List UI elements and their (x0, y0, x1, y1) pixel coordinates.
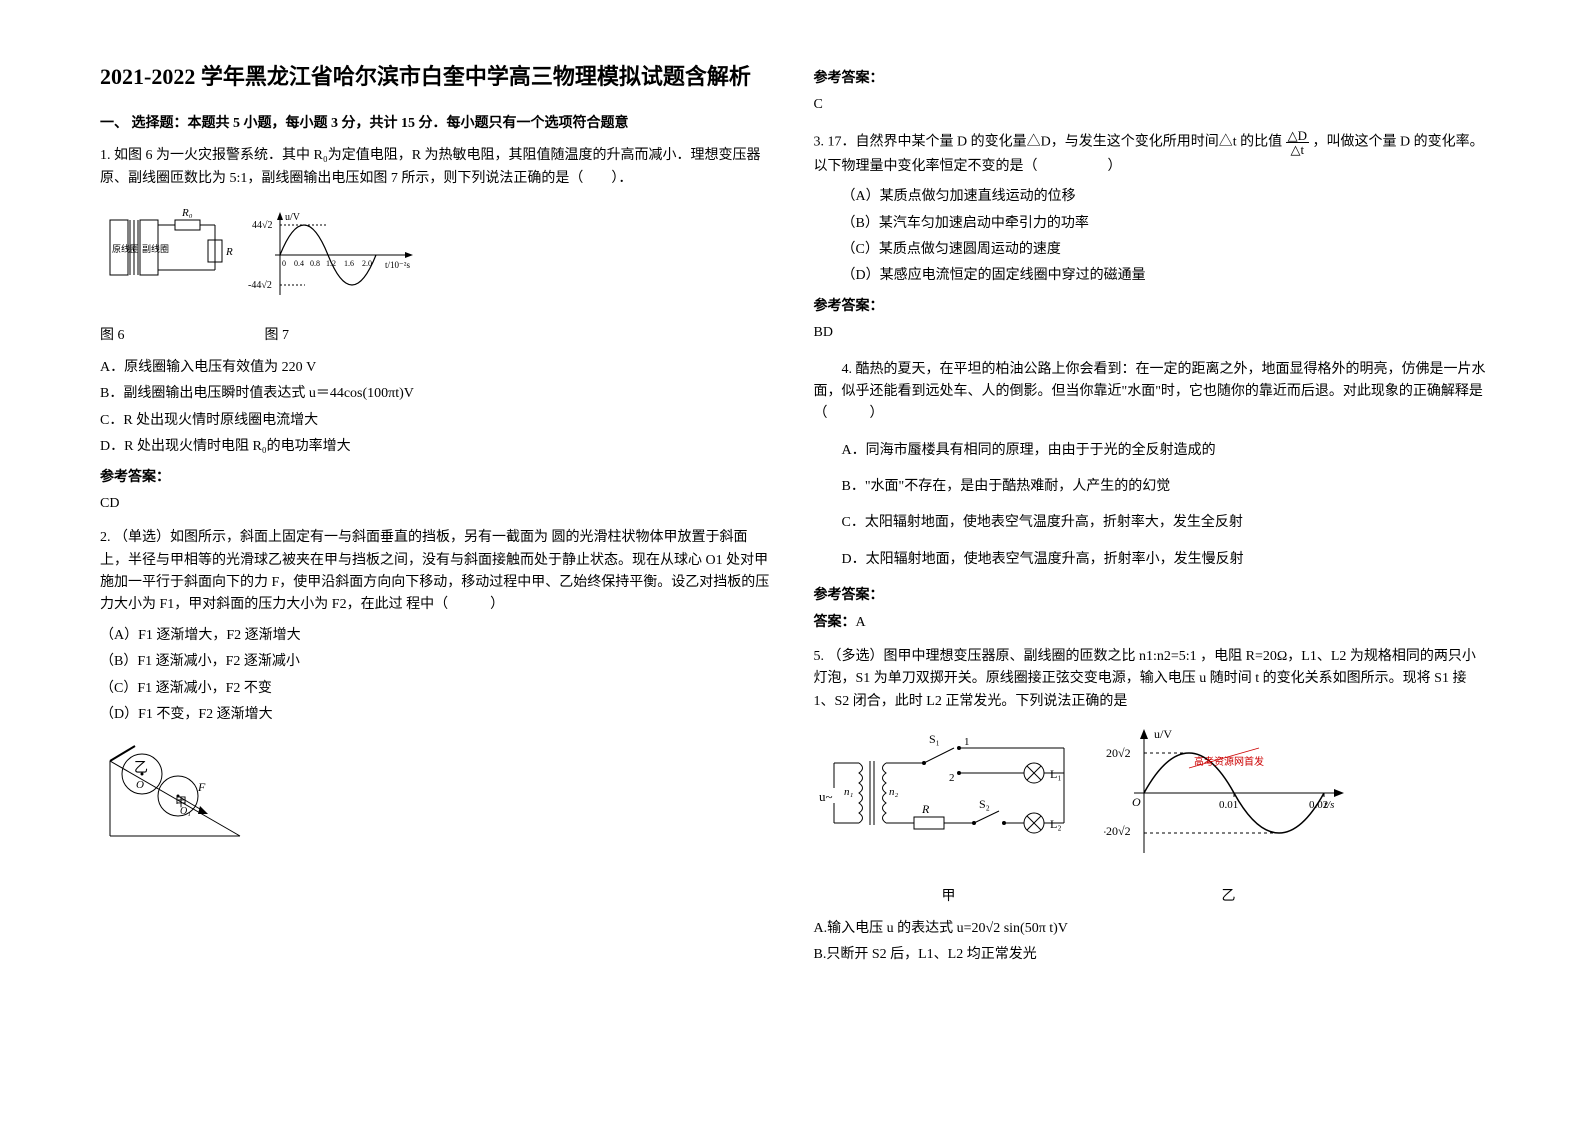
q3-frac-den: △t (1289, 143, 1307, 156)
q1-figures: 原线圈 副线圈 R₀ R (100, 200, 774, 347)
q1-opt-a: A．原线圈输入电压有效值为 220 V (100, 357, 774, 379)
q5-panel-right: 乙 (1104, 886, 1354, 908)
q4-answer-prefix: 答案： (814, 615, 856, 630)
q3-answer-label: 参考答案： (814, 296, 1488, 318)
fig7-tick-1: 0.4 (294, 259, 304, 268)
section-header: 一、 选择题：本题共 5 小题，每小题 3 分，共计 15 分．每小题只有一个选… (100, 113, 774, 135)
fig7-label: 图 7 (265, 325, 290, 347)
q2-text: 2. （单选）如图所示，斜面上固定有一与斜面垂直的挡板，另有一截面为 圆的光滑柱… (100, 527, 774, 617)
fig6-label: 图 6 (100, 325, 125, 347)
q5-origin: O (1132, 795, 1141, 809)
q5-panel-left: 甲 (814, 886, 1084, 908)
q4-answer-val: A (856, 615, 866, 630)
q5-figures: u~ n₁ n₂ (814, 723, 1488, 908)
q1-fig-labels: 图 6 图 7 (100, 325, 774, 347)
exam-title: 2021-2022 学年黑龙江省哈尔滨市白奎中学高三物理模拟试题含解析 (100, 60, 774, 93)
q4-answer: 答案：A (814, 612, 1488, 634)
q1-answer: CD (100, 493, 774, 515)
q1-text: 1. 如图 6 为一火灾报警系统．其中 R₀为定值电阻，R 为热敏电阻，其阻值随… (100, 145, 774, 190)
q5-circuit-panel: u~ n₁ n₂ (814, 723, 1084, 908)
fig7-ytop: 44√2 (252, 220, 273, 231)
q3-opt-d: （D）某感应电流恒定的固定线圈中穿过的磁通量 (814, 265, 1488, 287)
l2-label: L₂ (1050, 817, 1062, 831)
q5-graph-panel: u/V t/s 20√2 -20√2 O 0.01 0.02 (1104, 723, 1354, 908)
q1-opt-d: D．R 处出现火情时电阻 R₀的电功率增大 (100, 436, 774, 458)
s1-pos2-label: 2 (949, 772, 955, 784)
question-5: 5. （多选）图甲中理想变压器原、副线圈的匝数之比 n1:n2=5:1 ，电阻 … (814, 646, 1488, 967)
q2-answer-label: 参考答案： (814, 68, 1488, 90)
question-1: 1. 如图 6 为一火灾报警系统．其中 R₀为定值电阻，R 为热敏电阻，其阻值随… (100, 145, 774, 515)
question-3: 3. 17．自然界中某个量 D 的变化量△D，与发生这个变化所用时间△t 的比值… (814, 129, 1488, 345)
q5-graph-svg: u/V t/s 20√2 -20√2 O 0.01 0.02 (1104, 723, 1354, 873)
fig7-yaxis: u/V (285, 212, 301, 223)
page-container: 2021-2022 学年黑龙江省哈尔滨市白奎中学高三物理模拟试题含解析 一、 选… (0, 60, 1587, 979)
q3-opt-b: （B）某汽车匀加速启动中牵引力的功率 (814, 213, 1488, 235)
q2-opt-b: （B）F1 逐渐减小，F2 逐渐减小 (100, 651, 774, 673)
q3-fraction: △D △t (1286, 129, 1309, 156)
q2-opt-c: （C）F1 逐渐减小，F2 不变 (100, 678, 774, 700)
r0-label: R₀ (181, 207, 193, 219)
fig7-ybot: -44√2 (248, 280, 272, 291)
q3-opt-a: （A）某质点做匀加速直线运动的位移 (814, 186, 1488, 208)
q2-o-label: O (136, 779, 144, 791)
q5-r-label: R (921, 802, 930, 816)
left-column: 2021-2022 学年黑龙江省哈尔滨市白奎中学高三物理模拟试题含解析 一、 选… (100, 60, 774, 979)
q4-text: 4. 酷热的夏天，在平坦的柏油公路上你会看到：在一定的距离之外，地面显得格外的明… (814, 359, 1488, 426)
q2-f-label: F (197, 780, 206, 794)
q4-opt-d: D．太阳辐射地面，使地表空气温度升高，折射率小，发生慢反射 (814, 549, 1488, 571)
q5-circuit-svg: u~ n₁ n₂ (814, 723, 1084, 873)
n2-label: n₂ (889, 786, 899, 798)
right-column: 参考答案： C 3. 17．自然界中某个量 D 的变化量△D，与发生这个变化所用… (814, 60, 1488, 979)
question-4: 4. 酷热的夏天，在平坦的柏油公路上你会看到：在一定的距离之外，地面显得格外的明… (814, 359, 1488, 635)
q5-xtick-1: 0.01 (1219, 799, 1238, 811)
q4-answer-label: 参考答案： (814, 585, 1488, 607)
s1-label: S₁ (929, 732, 940, 746)
q1-answer-label: 参考答案： (100, 467, 774, 489)
fig7-tick-2: 0.8 (310, 259, 320, 268)
s2-label: S₂ (979, 797, 990, 811)
ac-source-label: u~ (819, 789, 833, 804)
s1-pos1-label: 1 (964, 736, 970, 748)
q2-incline-svg: 乙 O 甲 O₁ F (100, 736, 250, 846)
q3-text: 3. 17．自然界中某个量 D 的变化量△D，与发生这个变化所用时间△t 的比值… (814, 129, 1488, 178)
r-label: R (225, 246, 233, 258)
q4-opt-c: C．太阳辐射地面，使地表空气温度升高，折射率大，发生全反射 (814, 512, 1488, 534)
q2-figure: 乙 O 甲 O₁ F (100, 736, 774, 854)
q2-opt-d: （D）F1 不变，F2 逐渐增大 (100, 704, 774, 726)
q5-opt-a: A.输入电压 u 的表达式 u=20√2 sin(50π t)V (814, 918, 1488, 940)
q5-ybot: -20√2 (1104, 824, 1131, 838)
fig7-tick-5: 2.0 (362, 259, 372, 268)
q1-opt-b: B．副线圈输出电压瞬时值表达式 u＝44cos(100πt)V (100, 383, 774, 405)
q5-yaxis: u/V (1154, 727, 1172, 741)
q2-o1-label: O₁ (180, 806, 191, 817)
q5-text: 5. （多选）图甲中理想变压器原、副线圈的匝数之比 n1:n2=5:1 ，电阻 … (814, 646, 1488, 713)
l1-label: L₁ (1050, 767, 1062, 781)
q3-intro1: 3. 17．自然界中某个量 D 的变化量△D，与发生这个变化所用时间△t 的比值 (814, 135, 1286, 150)
q2-opt-a: （A）F1 逐渐增大，F2 逐渐增大 (100, 625, 774, 647)
fig7-tick-4: 1.6 (344, 259, 354, 268)
q3-frac-num: △D (1286, 129, 1309, 143)
question-2: 2. （单选）如图所示，斜面上固定有一与斜面垂直的挡板，另有一截面为 圆的光滑柱… (100, 527, 774, 855)
q3-answer: BD (814, 322, 1488, 344)
q4-opt-b: B．"水面"不存在，是由于酷热难耐，人产生的的幻觉 (814, 476, 1488, 498)
transformer-secondary-label: 副线圈 (142, 243, 169, 254)
q5-ytop: 20√2 (1106, 746, 1131, 760)
q1-circuit-svg: 原线圈 副线圈 R₀ R (100, 200, 420, 310)
fig7-tick-3: 1.2 (326, 259, 336, 268)
n1-label: n₁ (844, 786, 854, 798)
q3-opt-c: （C）某质点做匀速圆周运动的速度 (814, 239, 1488, 261)
q2-answer: C (814, 94, 1488, 116)
transformer-primary-label: 原线圈 (112, 243, 139, 254)
q4-opt-a: A．同海市蜃楼具有相同的原理，由由于于光的全反射造成的 (814, 440, 1488, 462)
q5-opt-b: B.只断开 S2 后，L1、L2 均正常发光 (814, 944, 1488, 966)
q1-opt-c: C．R 处出现火情时原线圈电流增大 (100, 410, 774, 432)
fig7-tick-0: 0 (282, 259, 286, 268)
fig7-xaxis: t/10⁻²s (385, 260, 410, 270)
